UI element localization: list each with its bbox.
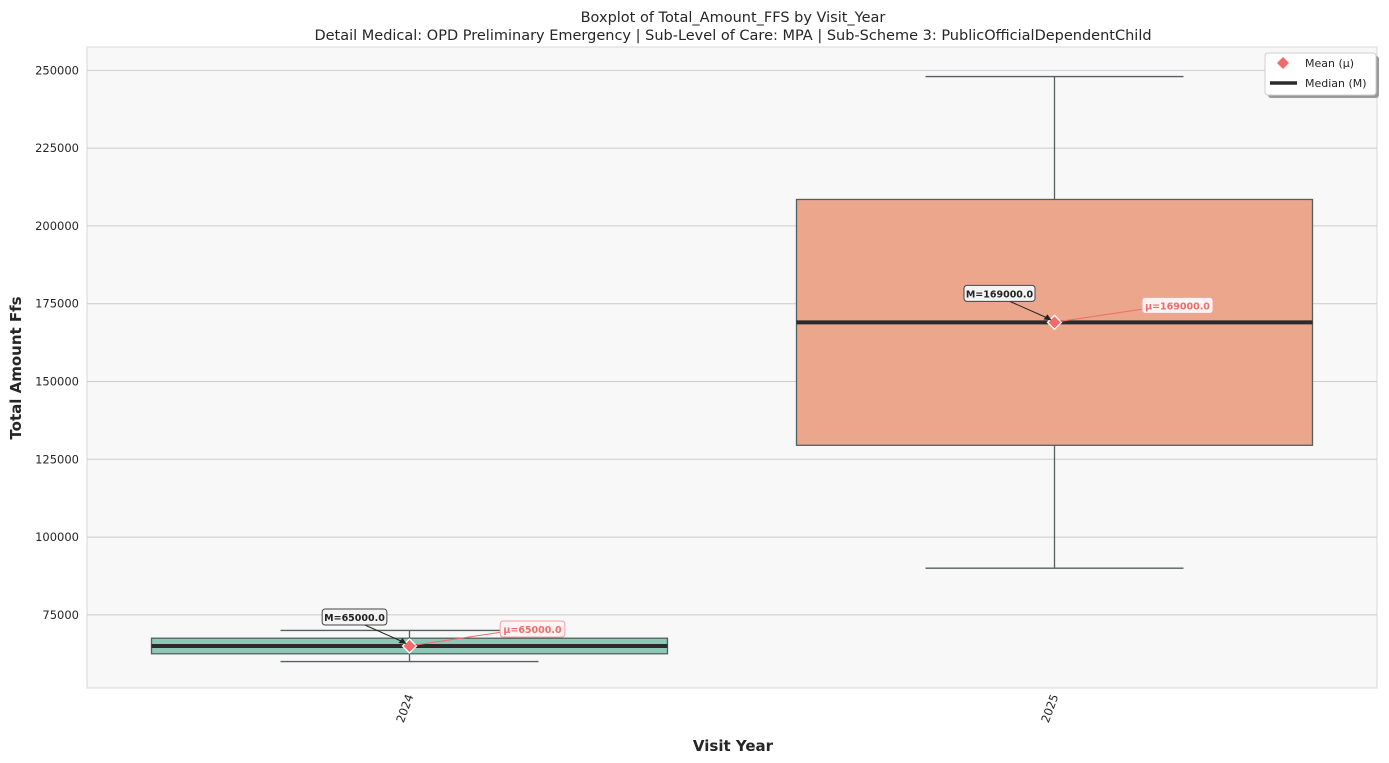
legend-median-label: Median (M) bbox=[1305, 77, 1367, 90]
y-tick-label: 175000 bbox=[35, 297, 79, 311]
y-axis-label: Total Amount Ffs bbox=[7, 296, 25, 439]
box-group-2024 bbox=[150, 629, 669, 663]
mean-annotation-box bbox=[499, 620, 566, 638]
x-axis-label: Visit Year bbox=[693, 737, 774, 755]
y-tick-label: 225000 bbox=[35, 141, 79, 155]
median-annotation-label: M=169000.0 bbox=[966, 289, 1034, 300]
y-tick-label: 150000 bbox=[35, 375, 79, 389]
legend: Mean (μ) Median (M) bbox=[1264, 52, 1379, 98]
box-series bbox=[150, 75, 1314, 663]
mean-annotation-arrow bbox=[1060, 307, 1148, 322]
box-group-2025 bbox=[795, 75, 1314, 569]
median-annotation-arrow bbox=[1007, 299, 1051, 320]
y-tick-label: 100000 bbox=[35, 530, 79, 544]
annotations: M=65000.0 μ=65000.0 M=169000.0 μ=169000.0 bbox=[321, 284, 1214, 646]
y-tick-label: 125000 bbox=[35, 452, 79, 466]
y-tick-label: 250000 bbox=[35, 63, 79, 77]
median-arrow-head bbox=[398, 637, 407, 644]
chart-title: Boxplot of Total_Amount_FFS by Visit_Yea… bbox=[581, 10, 886, 26]
mean-annotation-arrow bbox=[415, 631, 503, 646]
mean-annotation-label: μ=65000.0 bbox=[503, 625, 562, 636]
y-tick-label: 75000 bbox=[42, 608, 79, 622]
x-axis-ticks: 2024 2025 bbox=[393, 692, 1061, 724]
legend-mean-label: Mean (μ) bbox=[1305, 57, 1354, 70]
y-axis-ticks: 75000 100000 125000 150000 175000 200000 22500… bbox=[35, 63, 79, 622]
x-tick-label: 2025 bbox=[1038, 692, 1061, 724]
median-annotation-box bbox=[321, 608, 388, 626]
mean-annotation-label: μ=169000.0 bbox=[1145, 301, 1210, 312]
median-annotation-box bbox=[963, 284, 1036, 302]
y-tick-label: 200000 bbox=[35, 219, 79, 233]
mean-annotation-box bbox=[1141, 296, 1214, 314]
chart-subtitle: Detail Medical: OPD Preliminary Emergenc… bbox=[314, 28, 1151, 44]
legend-mean-marker-icon bbox=[1277, 57, 1289, 69]
median-arrow-head bbox=[1043, 314, 1052, 321]
median-annotation-arrow bbox=[362, 623, 406, 644]
median-annotation-label: M=65000.0 bbox=[324, 613, 385, 624]
x-tick-label: 2024 bbox=[393, 692, 416, 724]
